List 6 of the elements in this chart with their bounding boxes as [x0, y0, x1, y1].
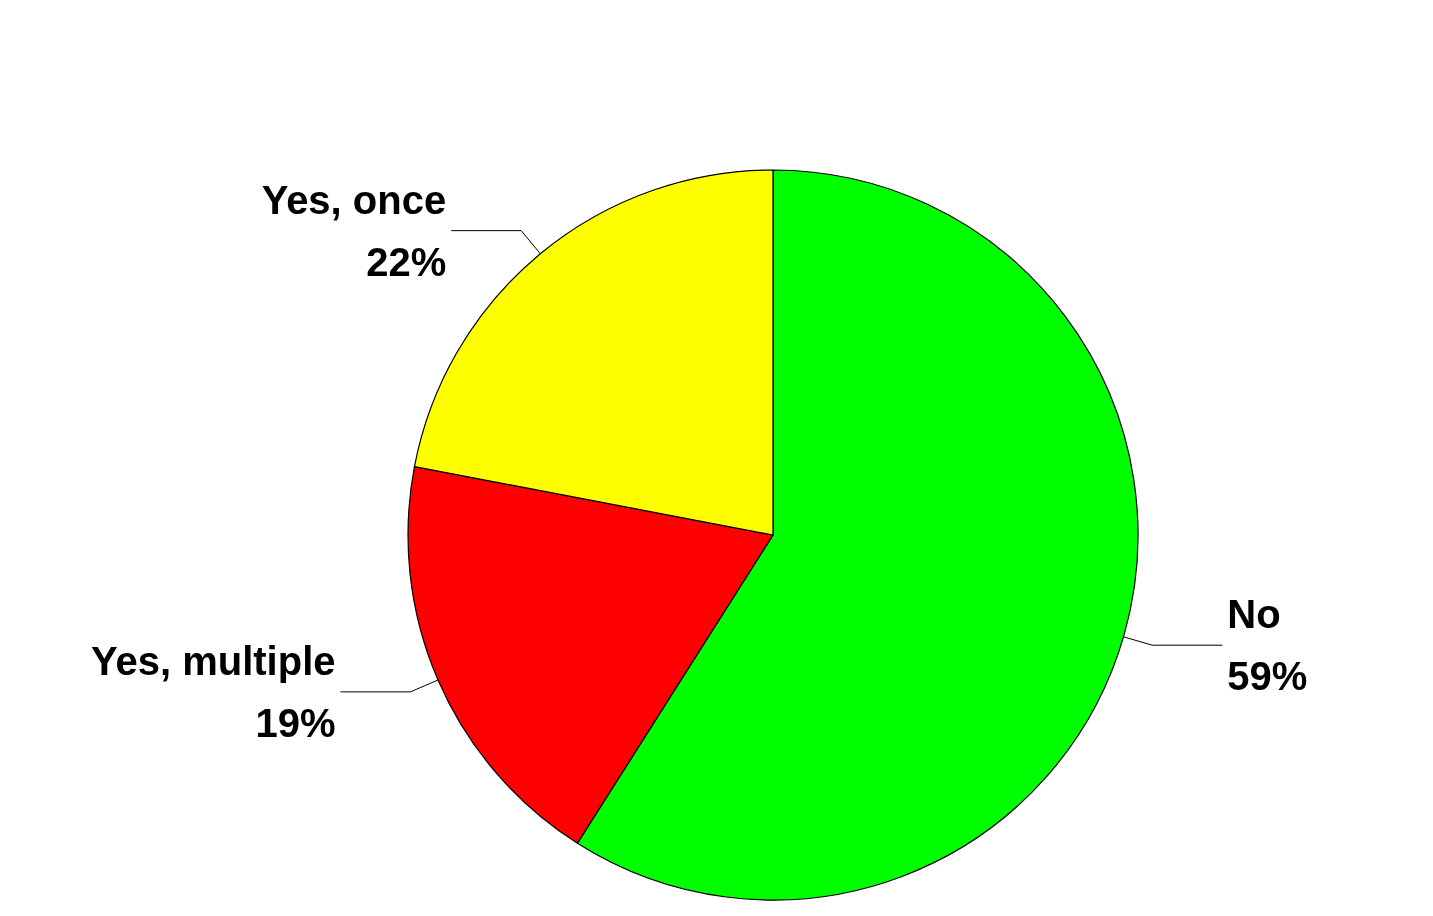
data-label: 22%: [366, 239, 447, 284]
slice-label: No: [1227, 592, 1281, 637]
slice-label: Yes, multiple: [90, 638, 336, 683]
data-label: 59%: [1227, 654, 1308, 699]
data-label: 19%: [255, 700, 336, 745]
slice-label: Yes, once: [261, 177, 447, 222]
